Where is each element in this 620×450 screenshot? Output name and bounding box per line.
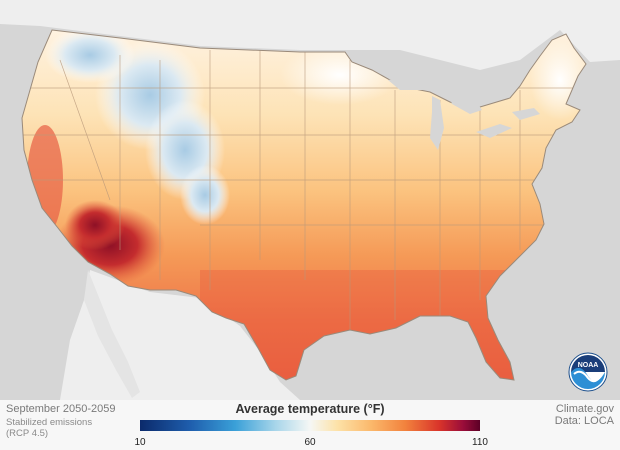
legend-mid-label: 60 bbox=[304, 437, 316, 448]
credit-label: Climate.gov bbox=[555, 403, 614, 415]
period-label: September 2050-2059 bbox=[6, 403, 116, 415]
legend-title: Average temperature (°F) bbox=[235, 402, 385, 416]
noaa-logo-icon: NOAA bbox=[568, 352, 608, 392]
scenario-label: Stabilized emissions (RCP 4.5) bbox=[6, 417, 93, 439]
great-lakes bbox=[388, 76, 540, 150]
color-scale-bar bbox=[140, 420, 480, 431]
canada-land bbox=[0, 0, 620, 70]
legend-footer: September 2050-2059 Stabilized emissions… bbox=[0, 400, 620, 450]
data-source-label: Data: LOCA bbox=[554, 415, 614, 427]
temperature-map: NOAA bbox=[0, 0, 620, 400]
map-svg bbox=[0, 0, 620, 400]
legend-min-label: 10 bbox=[134, 437, 146, 448]
legend-max-label: 110 bbox=[472, 437, 488, 448]
florida-coast-water bbox=[0, 300, 60, 400]
baja-peninsula bbox=[84, 270, 140, 398]
noaa-logo-text: NOAA bbox=[578, 362, 599, 369]
